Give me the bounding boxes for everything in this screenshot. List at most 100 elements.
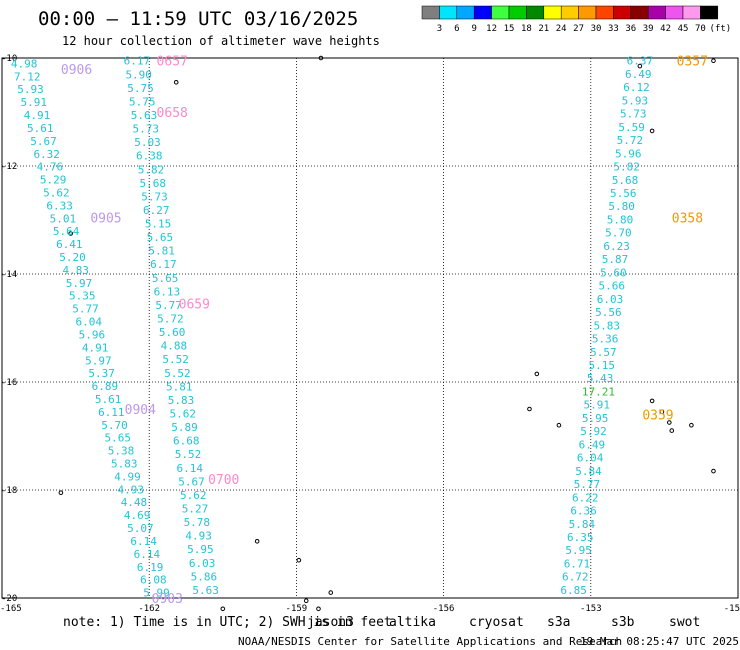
legend-swatch — [421, 5, 440, 20]
island-outline — [669, 428, 675, 433]
wave-height-value: 5.62 — [180, 489, 207, 502]
wave-height-value: 5.36 — [592, 333, 619, 346]
wave-height-value: 5.97 — [85, 354, 112, 367]
satellite-name: jason3 — [307, 615, 354, 630]
wave-height-value: 5.20 — [59, 251, 86, 264]
legend-label: 24 — [556, 24, 567, 34]
legend-swatch — [647, 5, 666, 20]
wave-height-value: 5.75 — [129, 95, 156, 108]
x-tick-label: -159 — [286, 604, 308, 614]
islands — [58, 55, 716, 612]
wave-height-value: 5.77 — [155, 299, 182, 312]
island-outline — [173, 80, 179, 85]
wave-height-value: 6.03 — [189, 557, 216, 570]
island-outline — [534, 371, 540, 377]
wave-height-value: 6.27 — [143, 204, 170, 217]
wave-height-value: 5.83 — [168, 394, 195, 407]
grid-lines — [2, 58, 738, 598]
satellite-name: s3a — [547, 615, 570, 630]
wave-height-value: 5.67 — [30, 135, 57, 148]
wave-height-value: 6.41 — [56, 238, 83, 251]
wave-height-value: 5.83 — [111, 458, 138, 471]
wave-height-value: 5.68 — [140, 177, 167, 190]
satellite-name: cryosat — [469, 615, 524, 630]
x-tick-label: -153 — [580, 604, 602, 614]
wave-height-value: 5.73 — [132, 123, 159, 136]
legend-swatch — [595, 5, 614, 20]
wave-height-value: 6.03 — [597, 293, 624, 306]
wave-height-value: 5.37 — [88, 367, 115, 380]
x-tick-label: -156 — [433, 604, 455, 614]
wave-height-value: 5.84 — [569, 518, 596, 531]
y-tick-label: -20 — [1, 594, 17, 604]
wave-height-value: 4.83 — [63, 264, 90, 277]
wave-height-value: 5.61 — [95, 393, 122, 406]
wave-height-value: 5.70 — [605, 227, 632, 240]
credit-time: 19 Mar 08:25:47 UTC 2025 — [580, 635, 739, 648]
wave-height-value: 5.65 — [147, 231, 174, 244]
wave-height-value: 5.43 — [587, 372, 614, 385]
wave-height-value: 6.89 — [92, 380, 119, 393]
wave-height-value: 6.04 — [577, 452, 604, 465]
credit-org: NOAA/NESDIS Center for Satellite Applica… — [238, 635, 622, 648]
legend-swatch — [439, 5, 458, 20]
wave-height-value: 5.67 — [178, 475, 205, 488]
pass-time-label: 0903 — [152, 592, 183, 607]
island-outline — [667, 420, 672, 425]
legend-label: 9 — [471, 24, 476, 34]
wave-height-value: 6.19 — [137, 561, 164, 574]
wave-height-value: 5.60 — [600, 266, 627, 279]
altimeter-tracks: 4.987.125.935.914.915.615.676.324.765.29… — [11, 55, 653, 600]
wave-height-value: 6.14 — [130, 535, 157, 548]
wave-height-value: 5.64 — [53, 225, 80, 238]
island-outline — [316, 606, 321, 612]
legend-label: 36 — [625, 24, 636, 34]
wave-height-value: 5.66 — [598, 280, 625, 293]
legend-unit: (ft) — [710, 24, 732, 34]
wave-height-value: 6.11 — [98, 406, 125, 419]
wave-height-value: 5.63 — [192, 584, 219, 597]
wave-height-value: 5.75 — [127, 82, 154, 95]
legend-swatch — [473, 5, 492, 20]
wave-height-value: 5.62 — [169, 408, 196, 421]
satellite-name: swot — [669, 615, 700, 630]
y-tick-label: -10 — [1, 54, 17, 64]
wave-height-value: 5.81 — [166, 380, 193, 393]
wave-height-value: 5.95 — [565, 544, 592, 557]
wave-height-value: 5.60 — [159, 326, 186, 339]
x-tick-label: -162 — [138, 604, 160, 614]
legend-swatch — [578, 5, 597, 20]
wave-height-value: 6.17 — [150, 258, 177, 271]
y-tick-label: -14 — [1, 270, 17, 280]
island-outline — [711, 58, 716, 64]
wave-height-value: 5.95 — [582, 412, 609, 425]
wave-height-value: 5.99 — [143, 587, 170, 600]
pass-time-label: 0357 — [677, 55, 708, 70]
wave-height-value: 5.77 — [574, 478, 601, 491]
legend-swatch — [560, 5, 579, 20]
wave-height-value: 5.87 — [602, 253, 629, 266]
legend-label: 42 — [660, 24, 671, 34]
wave-height-value: 5.35 — [69, 290, 96, 303]
wave-height-value: 5.93 — [17, 83, 44, 96]
wave-height-value: 4.91 — [82, 341, 109, 354]
wave-height-value: 5.15 — [589, 359, 616, 372]
x-tick-label: -165 — [0, 604, 22, 614]
wave-height-value: 5.62 — [43, 186, 70, 199]
legend-swatch — [508, 5, 527, 20]
island-outline — [659, 409, 665, 415]
wave-height-value: 6.85 — [560, 584, 587, 597]
wave-height-value: 5.52 — [162, 353, 189, 366]
x-tick-label: -15 — [724, 604, 740, 614]
wave-height-value: 5.93 — [622, 94, 649, 107]
wave-height-value: 5.52 — [164, 367, 191, 380]
wave-height-value: 5.97 — [66, 277, 93, 290]
island-outline — [527, 406, 532, 412]
wave-height-value: 5.61 — [27, 122, 54, 135]
wave-height-value: 6.22 — [572, 491, 599, 504]
wave-height-value: 5.91 — [584, 399, 611, 412]
island-outline — [58, 490, 64, 496]
y-tick-label: -18 — [1, 486, 17, 496]
pass-times: 0906 0905 0904 0903 0657 0658 0659 0700 0357 0358… — [61, 55, 708, 607]
